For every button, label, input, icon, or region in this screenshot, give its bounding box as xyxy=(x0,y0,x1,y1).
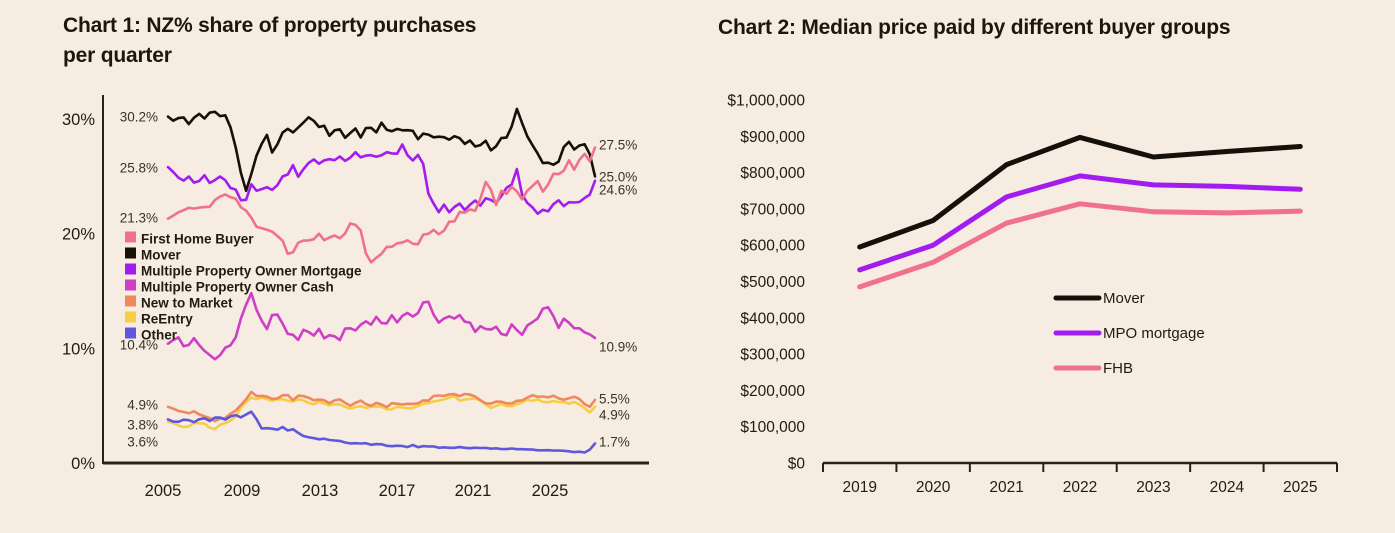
chart1-legend-label-mover: Mover xyxy=(141,248,182,263)
chart1-x-tick-label: 2021 xyxy=(455,482,492,500)
chart2-y-tick-label: $100,000 xyxy=(740,419,805,436)
chart1-legend-label-other: Other xyxy=(141,328,178,343)
chart1-legend-label-reentry: ReEntry xyxy=(141,312,193,327)
chart1-start-value-reentry: 3.6% xyxy=(127,435,158,450)
chart2-y-tick-label: $900,000 xyxy=(740,129,805,146)
chart1-figure: 30% 20% 10% 0% 2005 2009 2013 2017 2021 2025 21.3%… xyxy=(62,95,649,500)
chart1-x-tick-label: 2013 xyxy=(302,482,339,500)
chart1-line-first-home-buyer xyxy=(166,146,597,264)
chart1-line-reentry xyxy=(166,394,597,431)
chart2-y-tick-label: $600,000 xyxy=(740,238,805,255)
chart2-line-mpo-mortgage xyxy=(857,173,1303,273)
chart1-start-value-other: 3.8% xyxy=(127,418,158,433)
chart2-title: Chart 2: Median price paid by different … xyxy=(718,16,1231,39)
chart2-y-tick-label: $500,000 xyxy=(740,274,805,291)
chart2-legend-label-mover: Mover xyxy=(1103,290,1145,307)
chart2-y-tick-label: $400,000 xyxy=(740,310,805,327)
chart1-line-multiple-property-owner-mortgage xyxy=(166,143,597,215)
chart1-line-multiple-property-owner-cash xyxy=(166,291,597,361)
chart1-x-tick-label: 2025 xyxy=(532,482,569,500)
chart2-y-tick-label: $800,000 xyxy=(740,165,805,182)
chart1-legend-swatch-reentry xyxy=(125,311,136,323)
chart1-legend-swatch-multiple-property-owner-cash xyxy=(125,279,136,291)
chart1-end-value-mover: 25.0% xyxy=(599,170,637,185)
chart2-y-tick-label: $300,000 xyxy=(740,347,805,364)
chart2-panel: Chart 2: Median price paid by different … xyxy=(700,0,1395,533)
chart1-start-value-multiple-property-owner-cash: 10.4% xyxy=(120,338,158,353)
chart1-end-value-multiple-property-owner-cash: 10.9% xyxy=(599,340,637,355)
chart1-line-mover xyxy=(166,107,597,193)
chart2-y-tick-label: $0 xyxy=(788,456,806,473)
chart1-line-new-to-market xyxy=(166,390,597,423)
chart1-legend-swatch-mover xyxy=(125,247,136,259)
chart1-x-tick-label: 2005 xyxy=(145,482,182,500)
chart1-start-value-multiple-property-owner-mortgage: 25.8% xyxy=(120,161,158,176)
chart1-title-line1: Chart 1: NZ% share of property purchases xyxy=(63,14,477,37)
chart2-x-tick-label: 2023 xyxy=(1136,479,1170,496)
chart2-x-tick-label: 2021 xyxy=(989,479,1023,496)
chart1-x-tick-label: 2017 xyxy=(379,482,416,500)
chart1-legend-label-first-home-buyer: First Home Buyer xyxy=(141,232,254,247)
chart1-title-line2: per quarter xyxy=(63,44,172,67)
chart1-legend-label-new-to-market: New to Market xyxy=(141,296,233,311)
chart1-end-value-multiple-property-owner-mortgage: 24.6% xyxy=(599,183,637,198)
chart2-x-tick-label: 2019 xyxy=(842,479,876,496)
chart1-y-tick-label: 20% xyxy=(62,226,95,244)
chart2-x-tick-label: 2025 xyxy=(1283,479,1317,496)
chart2-line-fhb xyxy=(857,201,1303,290)
chart1-x-tick-label: 2009 xyxy=(224,482,261,500)
chart2-figure: $1,000,000 $900,000 $800,000 $700,000 $600,0… xyxy=(727,93,1339,496)
chart1-start-value-mover: 30.2% xyxy=(120,110,158,125)
chart1-start-value-first-home-buyer: 21.3% xyxy=(120,211,158,226)
chart1-legend-label-multiple-property-owner-mortgage: Multiple Property Owner Mortgage xyxy=(141,264,362,279)
chart1-legend-swatch-multiple-property-owner-mortgage xyxy=(125,263,136,275)
chart2-y-tick-label: $1,000,000 xyxy=(727,93,805,110)
chart1-panel: Chart 1: NZ% share of property purchases… xyxy=(0,0,660,533)
chart1-legend-swatch-other xyxy=(125,327,136,339)
chart2-x-tick-label: 2024 xyxy=(1210,479,1245,496)
chart1-end-value-first-home-buyer: 27.5% xyxy=(599,138,637,153)
chart2-legend-label-fhb: FHB xyxy=(1103,360,1133,377)
chart1-line-other xyxy=(166,410,597,454)
chart2-line-mover xyxy=(857,134,1303,250)
chart1-end-value-other: 1.7% xyxy=(599,435,630,450)
chart1-y-tick-label: 30% xyxy=(62,111,95,129)
chart1-end-value-new-to-market: 5.5% xyxy=(599,392,630,407)
chart1-end-value-reentry: 4.9% xyxy=(599,408,630,423)
chart2-y-tick-label: $200,000 xyxy=(740,383,805,400)
chart1-y-tick-label: 10% xyxy=(62,340,95,358)
chart2-y-tick-label: $700,000 xyxy=(740,201,805,218)
chart1-legend-swatch-new-to-market xyxy=(125,295,136,307)
chart1-title: Chart 1: NZ% share of property purchases… xyxy=(63,11,583,71)
chart2-x-tick-label: 2020 xyxy=(916,479,951,496)
chart1-legend-swatch-first-home-buyer xyxy=(125,231,136,243)
chart1-start-value-new-to-market: 4.9% xyxy=(127,398,158,413)
chart2-legend-label-mpo-mortgage: MPO mortgage xyxy=(1103,325,1205,342)
chart1-legend-label-multiple-property-owner-cash: Multiple Property Owner Cash xyxy=(141,280,334,295)
chart1-y-tick-label: 0% xyxy=(71,455,95,473)
chart2-x-tick-label: 2022 xyxy=(1063,479,1097,496)
